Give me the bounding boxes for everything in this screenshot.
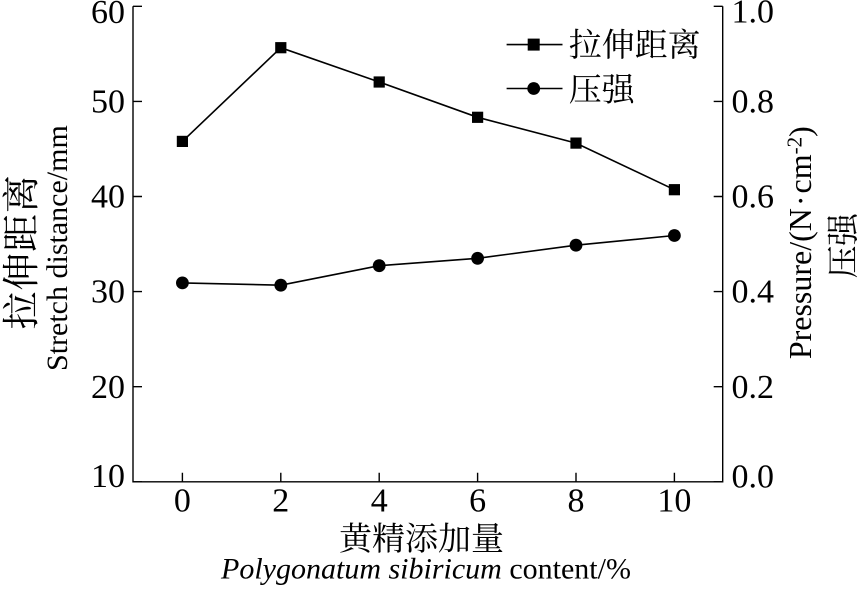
- svg-text:Pressure/(N·cm-2): Pressure/(N·cm-2): [782, 126, 818, 359]
- svg-text:8: 8: [568, 483, 585, 520]
- svg-text:0.6: 0.6: [732, 179, 775, 216]
- svg-text:2: 2: [272, 483, 289, 520]
- svg-text:0.8: 0.8: [732, 84, 775, 121]
- svg-text:40: 40: [91, 179, 125, 216]
- svg-text:0.2: 0.2: [732, 369, 775, 406]
- svg-text:4: 4: [371, 483, 388, 520]
- svg-text:60: 60: [91, 0, 125, 31]
- svg-text:10: 10: [91, 458, 125, 495]
- svg-text:1.0: 1.0: [732, 0, 775, 31]
- svg-text:0: 0: [174, 483, 191, 520]
- svg-text:30: 30: [91, 274, 125, 311]
- svg-text:20: 20: [91, 369, 125, 406]
- svg-text:6: 6: [469, 483, 486, 520]
- svg-text:0.4: 0.4: [732, 274, 775, 311]
- svg-text:0.0: 0.0: [732, 458, 775, 495]
- svg-text:10: 10: [657, 483, 691, 520]
- svg-text:Polygonatum sibiricum content/: Polygonatum sibiricum content/%: [220, 553, 631, 586]
- svg-text:50: 50: [91, 84, 125, 121]
- svg-text:Stretch distance/mm: Stretch distance/mm: [41, 125, 74, 371]
